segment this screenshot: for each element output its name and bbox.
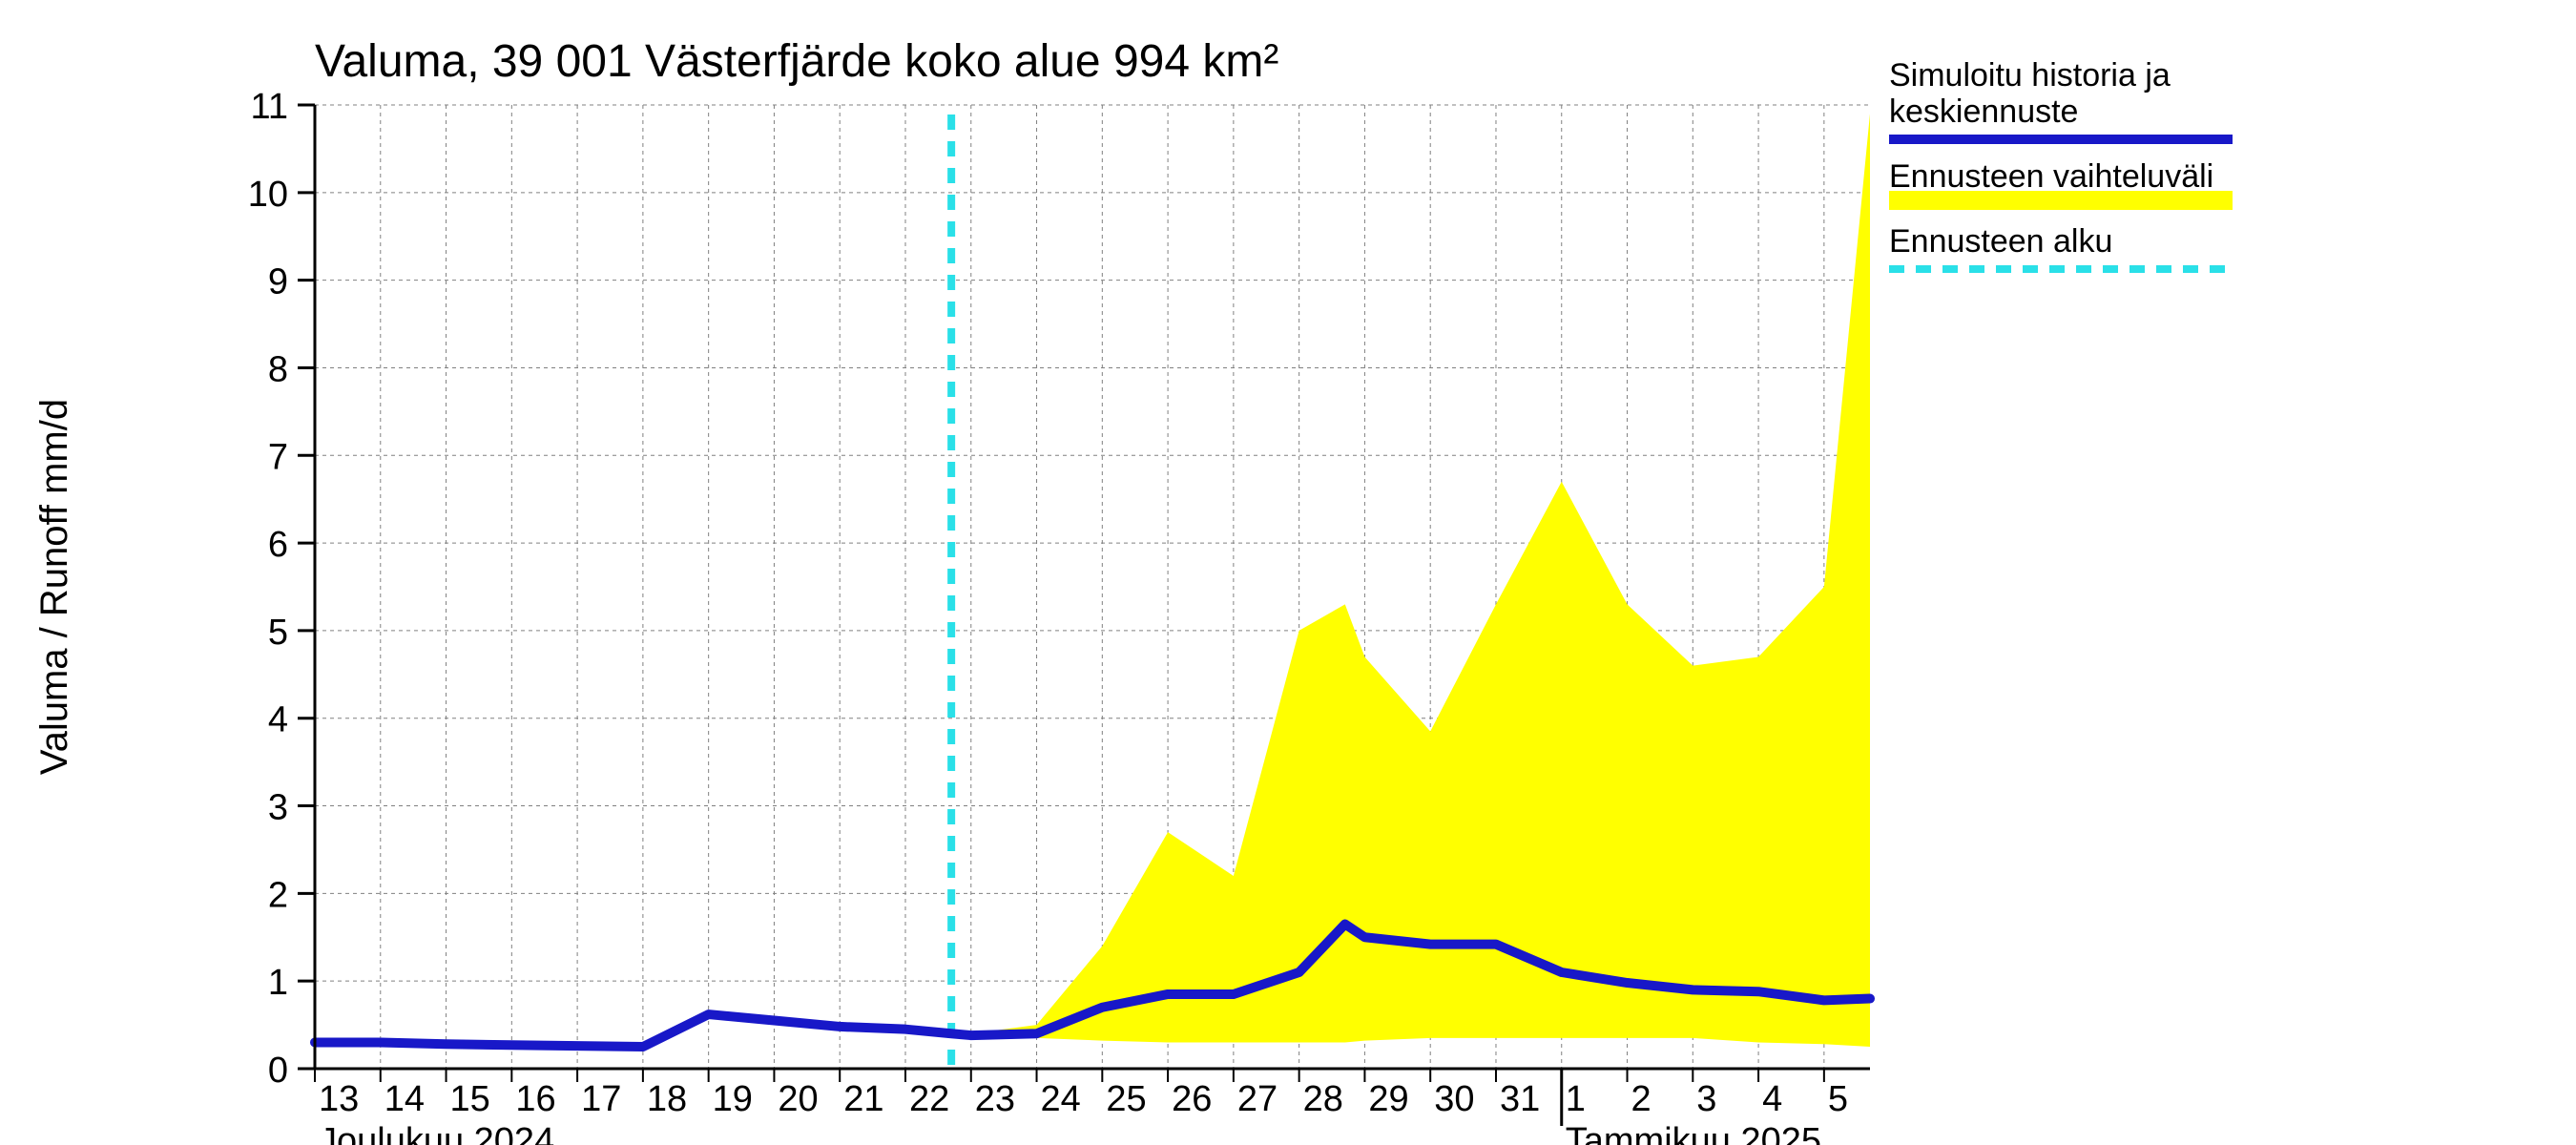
x-tick-label: 19 — [713, 1079, 753, 1119]
y-axis-label: Valuma / Runoff mm/d — [33, 399, 75, 775]
x-tick-label: 5 — [1828, 1079, 1848, 1119]
legend-fill-swatch — [1889, 191, 2233, 210]
x-tick-labels: 1314151617181920212223242526272829303112… — [319, 1079, 1848, 1119]
x-tick-label: 25 — [1106, 1079, 1146, 1119]
x-tick-label: 20 — [778, 1079, 818, 1119]
x-tick-label: 30 — [1434, 1079, 1474, 1119]
y-tick-label: 3 — [268, 788, 288, 828]
y-tick-label: 11 — [251, 87, 288, 127]
legend-label: Ennusteen vaihteluväli — [1889, 158, 2213, 195]
x-tick-label: 31 — [1500, 1079, 1540, 1119]
x-tick-label: 28 — [1303, 1079, 1343, 1119]
legend-label: Simuloitu historia ja — [1889, 57, 2171, 94]
y-tick-label: 9 — [268, 262, 288, 302]
x-tick-label: 22 — [909, 1079, 949, 1119]
y-tick-label: 10 — [248, 175, 288, 215]
chart-title: Valuma, 39 001 Västerfjärde koko alue 99… — [315, 36, 1278, 87]
x-tick-label: 2 — [1631, 1079, 1652, 1119]
x-tick-label: 1 — [1566, 1079, 1586, 1119]
x-tick-label: 21 — [843, 1079, 883, 1119]
month-label-jan-fi: Tammikuu 2025 — [1566, 1121, 1821, 1145]
x-tick-label: 29 — [1368, 1079, 1408, 1119]
y-tick-label: 6 — [268, 525, 288, 565]
y-tick-label: 4 — [268, 700, 288, 740]
x-tick-label: 17 — [581, 1079, 621, 1119]
y-tick-label: 7 — [268, 437, 288, 477]
x-tick-label: 16 — [515, 1079, 555, 1119]
x-tick-label: 15 — [450, 1079, 490, 1119]
month-label-dec-fi: Joulukuu 2024 — [319, 1121, 554, 1145]
forecast-range-band — [951, 114, 1870, 1047]
x-tick-label: 13 — [319, 1079, 359, 1119]
y-tick-label: 2 — [268, 875, 288, 915]
chart-svg: 0123456789101113141516171819202122232425… — [0, 0, 2576, 1145]
x-tick-label: 26 — [1172, 1079, 1212, 1119]
x-tick-label: 27 — [1237, 1079, 1278, 1119]
y-tick-label: 5 — [268, 613, 288, 653]
y-tick-label: 1 — [268, 963, 288, 1003]
x-tick-label: 3 — [1696, 1079, 1716, 1119]
x-tick-label: 18 — [647, 1079, 687, 1119]
legend: Simuloitu historia jakeskiennuste Ennuste… — [1889, 57, 2233, 269]
runoff-chart: 0123456789101113141516171819202122232425… — [0, 0, 2576, 1145]
x-tick-label: 4 — [1762, 1079, 1782, 1119]
x-tick-label: 24 — [1041, 1079, 1081, 1119]
legend-label: Ennusteen alku — [1889, 223, 2112, 260]
y-tick-label: 8 — [268, 349, 288, 389]
legend-label: keskiennuste — [1889, 94, 2078, 130]
x-tick-label: 14 — [384, 1079, 425, 1119]
x-tick-label: 23 — [975, 1079, 1015, 1119]
y-tick-label: 0 — [268, 1051, 288, 1091]
